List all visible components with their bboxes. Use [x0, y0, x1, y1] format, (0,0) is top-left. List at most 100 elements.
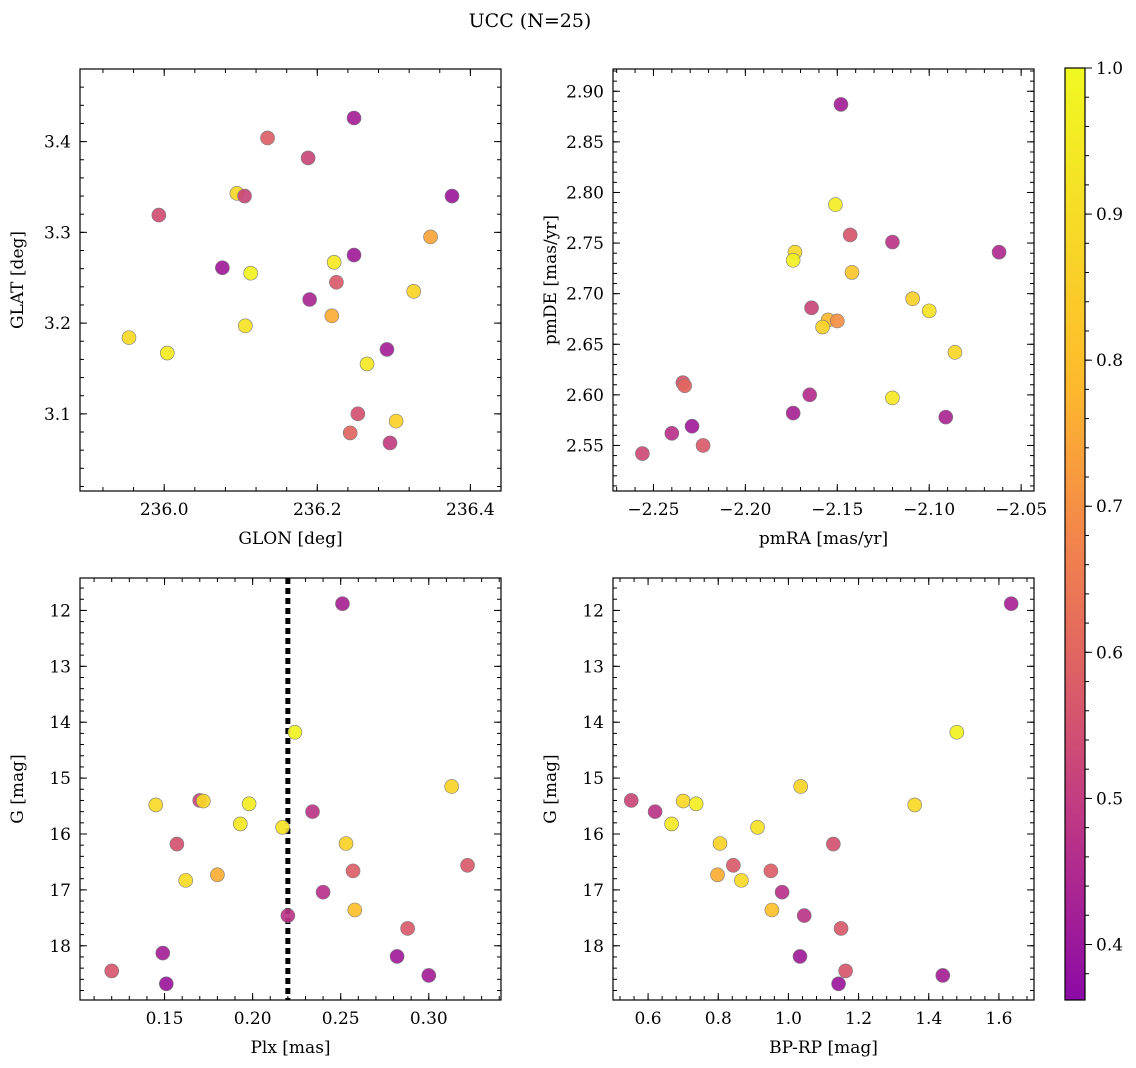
scatter-point	[338, 836, 354, 851]
scatter-point	[347, 902, 363, 918]
y-axis-label: G [mag]	[8, 754, 28, 823]
scatter-point	[335, 596, 350, 612]
scatter-point	[104, 963, 120, 979]
scatter-point	[159, 976, 174, 992]
y-tick-label: 2.60	[566, 386, 604, 406]
scatter-point	[329, 274, 344, 290]
x-tick-label: 0.20	[234, 1009, 272, 1029]
scatter-point	[793, 779, 808, 794]
colorbar-tick-label: 0.9	[1096, 205, 1123, 225]
scatter-point	[833, 97, 849, 112]
scatter-point	[949, 724, 965, 740]
scatter-point	[831, 976, 846, 992]
scatter-point	[774, 884, 790, 900]
y-tick-label: 3.4	[44, 133, 71, 153]
panel-pmra-pmde: −2.25 −2.20 −2.15 −2.10 −2.05 2.55 2.60 2.65 2.7…	[541, 68, 1047, 549]
scatter-point	[169, 836, 185, 852]
scatter-point	[885, 234, 900, 250]
scatter-point	[1003, 596, 1019, 612]
scatter-point	[148, 797, 164, 813]
x-tick-label: −2.05	[995, 500, 1047, 520]
scatter-point	[826, 836, 841, 852]
scatter-point	[647, 804, 663, 819]
scatter-point	[885, 390, 900, 406]
figure-title: UCC (N=25)	[469, 10, 592, 32]
scatter-point	[215, 260, 230, 276]
scatter-point	[210, 867, 225, 883]
x-tick-label: −2.10	[903, 500, 955, 520]
x-tick-label: 0.6	[635, 1009, 662, 1029]
scatter-point	[938, 409, 954, 425]
scatter-point	[260, 130, 275, 146]
scatter-point	[359, 356, 375, 372]
x-tick-label: −2.20	[719, 500, 771, 520]
axes-frame	[612, 68, 1035, 492]
y-tick-label: 2.85	[566, 133, 604, 153]
scatter-point	[350, 406, 366, 422]
y-tick-label: 14	[49, 713, 71, 733]
scatter-point	[684, 418, 700, 434]
scatter-point	[664, 426, 680, 441]
y-tick-label: 16	[582, 825, 604, 845]
scatter-point	[389, 949, 405, 964]
scatter-point	[315, 884, 331, 900]
scatter-point	[342, 425, 358, 441]
x-tick-label: 0.15	[146, 1009, 184, 1029]
colorbar-tick-label: 1.0	[1096, 59, 1123, 79]
scatter-point	[675, 793, 691, 809]
scatter-point	[382, 435, 398, 451]
y-tick-label: 13	[49, 657, 71, 677]
scatter-point	[734, 873, 749, 888]
scatter-point	[121, 330, 137, 345]
colorbar-tick-label: 0.8	[1096, 351, 1123, 371]
x-tick-label: 236.0	[140, 500, 189, 520]
y-tick-label: 2.90	[566, 82, 604, 102]
scatter-point	[305, 804, 320, 819]
y-tick-label: 17	[582, 881, 604, 901]
y-tick-label: 2.75	[566, 234, 604, 254]
colorbar-tick-label: 0.4	[1096, 935, 1123, 955]
scatter-point	[947, 345, 963, 360]
scatter-point	[324, 308, 340, 324]
x-tick-label: 236.2	[293, 500, 342, 520]
x-tick-label: −2.25	[627, 500, 679, 520]
x-tick-label: −2.15	[811, 500, 863, 520]
scatter-point	[712, 836, 728, 851]
scatter-point	[241, 796, 257, 812]
y-axis-label: GLAT [deg]	[8, 231, 28, 329]
x-tick-label: 0.8	[705, 1009, 732, 1029]
y-tick-label: 12	[582, 601, 604, 621]
scatter-point	[829, 313, 845, 329]
scatter-point	[785, 252, 801, 268]
scatter-point	[828, 197, 843, 212]
scatter-point	[623, 793, 639, 808]
axes-frame	[612, 577, 1035, 1001]
y-tick-label: 3.1	[44, 405, 71, 425]
scatter-point	[232, 816, 248, 832]
y-tick-label: 16	[49, 825, 71, 845]
scatter-point	[796, 908, 812, 923]
y-tick-label: 3.2	[44, 314, 71, 334]
y-tick-label: 2.70	[566, 285, 604, 305]
y-tick-label: 3.3	[44, 223, 71, 243]
scatter-point	[280, 908, 296, 923]
scatter-point	[423, 229, 438, 245]
y-tick-label: 15	[49, 769, 71, 789]
scatter-point	[785, 405, 801, 421]
scatter-point	[921, 303, 937, 319]
scatter-point	[379, 342, 395, 357]
colorbar-tick-label: 0.6	[1096, 643, 1123, 663]
colorbar-frame	[1064, 67, 1086, 1001]
scatter-point	[155, 945, 171, 961]
scatter-point	[907, 797, 923, 813]
scatter-point	[345, 863, 361, 879]
scatter-point	[421, 968, 437, 983]
x-tick-label: 0.25	[322, 1009, 360, 1029]
y-tick-label: 2.80	[566, 183, 604, 203]
scatter-point	[905, 291, 920, 307]
scatter-point	[664, 816, 679, 832]
scatter-point	[238, 318, 253, 334]
scatter-point	[844, 265, 860, 280]
x-tick-label: 1.0	[775, 1009, 802, 1029]
